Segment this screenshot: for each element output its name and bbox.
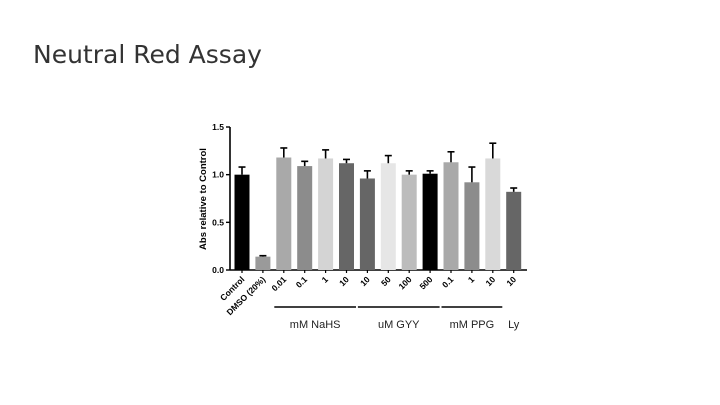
bar bbox=[380, 163, 396, 270]
x-category-label: 1 bbox=[320, 274, 331, 285]
bar bbox=[359, 178, 375, 270]
x-category-label: 100 bbox=[397, 274, 414, 291]
group-label: mM NaHS bbox=[290, 319, 341, 331]
x-category-label: 50 bbox=[379, 274, 393, 288]
x-category-label: 0.1 bbox=[440, 274, 456, 290]
bar bbox=[255, 256, 271, 270]
bar bbox=[234, 174, 250, 270]
y-tick-label: 1.0 bbox=[212, 170, 224, 180]
y-tick-label: 1.5 bbox=[212, 122, 224, 132]
chart-bars bbox=[234, 142, 522, 270]
bar bbox=[422, 173, 438, 270]
page-title: Neutral Red Assay bbox=[33, 40, 262, 69]
bar bbox=[464, 182, 480, 270]
bar bbox=[318, 158, 334, 270]
group-label: uM GYY bbox=[378, 319, 420, 331]
x-category-label: 0.01 bbox=[269, 274, 288, 293]
x-category-label: 1 bbox=[466, 274, 477, 285]
bar bbox=[485, 158, 501, 270]
y-tick-label: 0.5 bbox=[212, 217, 224, 227]
bar bbox=[339, 163, 354, 270]
bar bbox=[276, 157, 292, 270]
x-category-label: 10 bbox=[358, 274, 372, 288]
y-tick-label: 0.0 bbox=[212, 265, 224, 275]
group-label: Ly bbox=[508, 319, 520, 331]
x-category-label: 0.1 bbox=[294, 274, 310, 290]
y-axis-label: Abs relative to Control bbox=[198, 148, 209, 250]
group-label: mM PPG bbox=[450, 319, 495, 331]
bar bbox=[506, 191, 522, 270]
bar bbox=[297, 166, 313, 270]
x-category-label: 10 bbox=[337, 274, 351, 288]
x-category-label: 500 bbox=[417, 274, 434, 291]
x-category-label: 10 bbox=[483, 274, 497, 288]
bar bbox=[443, 162, 459, 270]
x-category-label: 10 bbox=[504, 274, 518, 288]
bar bbox=[401, 174, 417, 270]
